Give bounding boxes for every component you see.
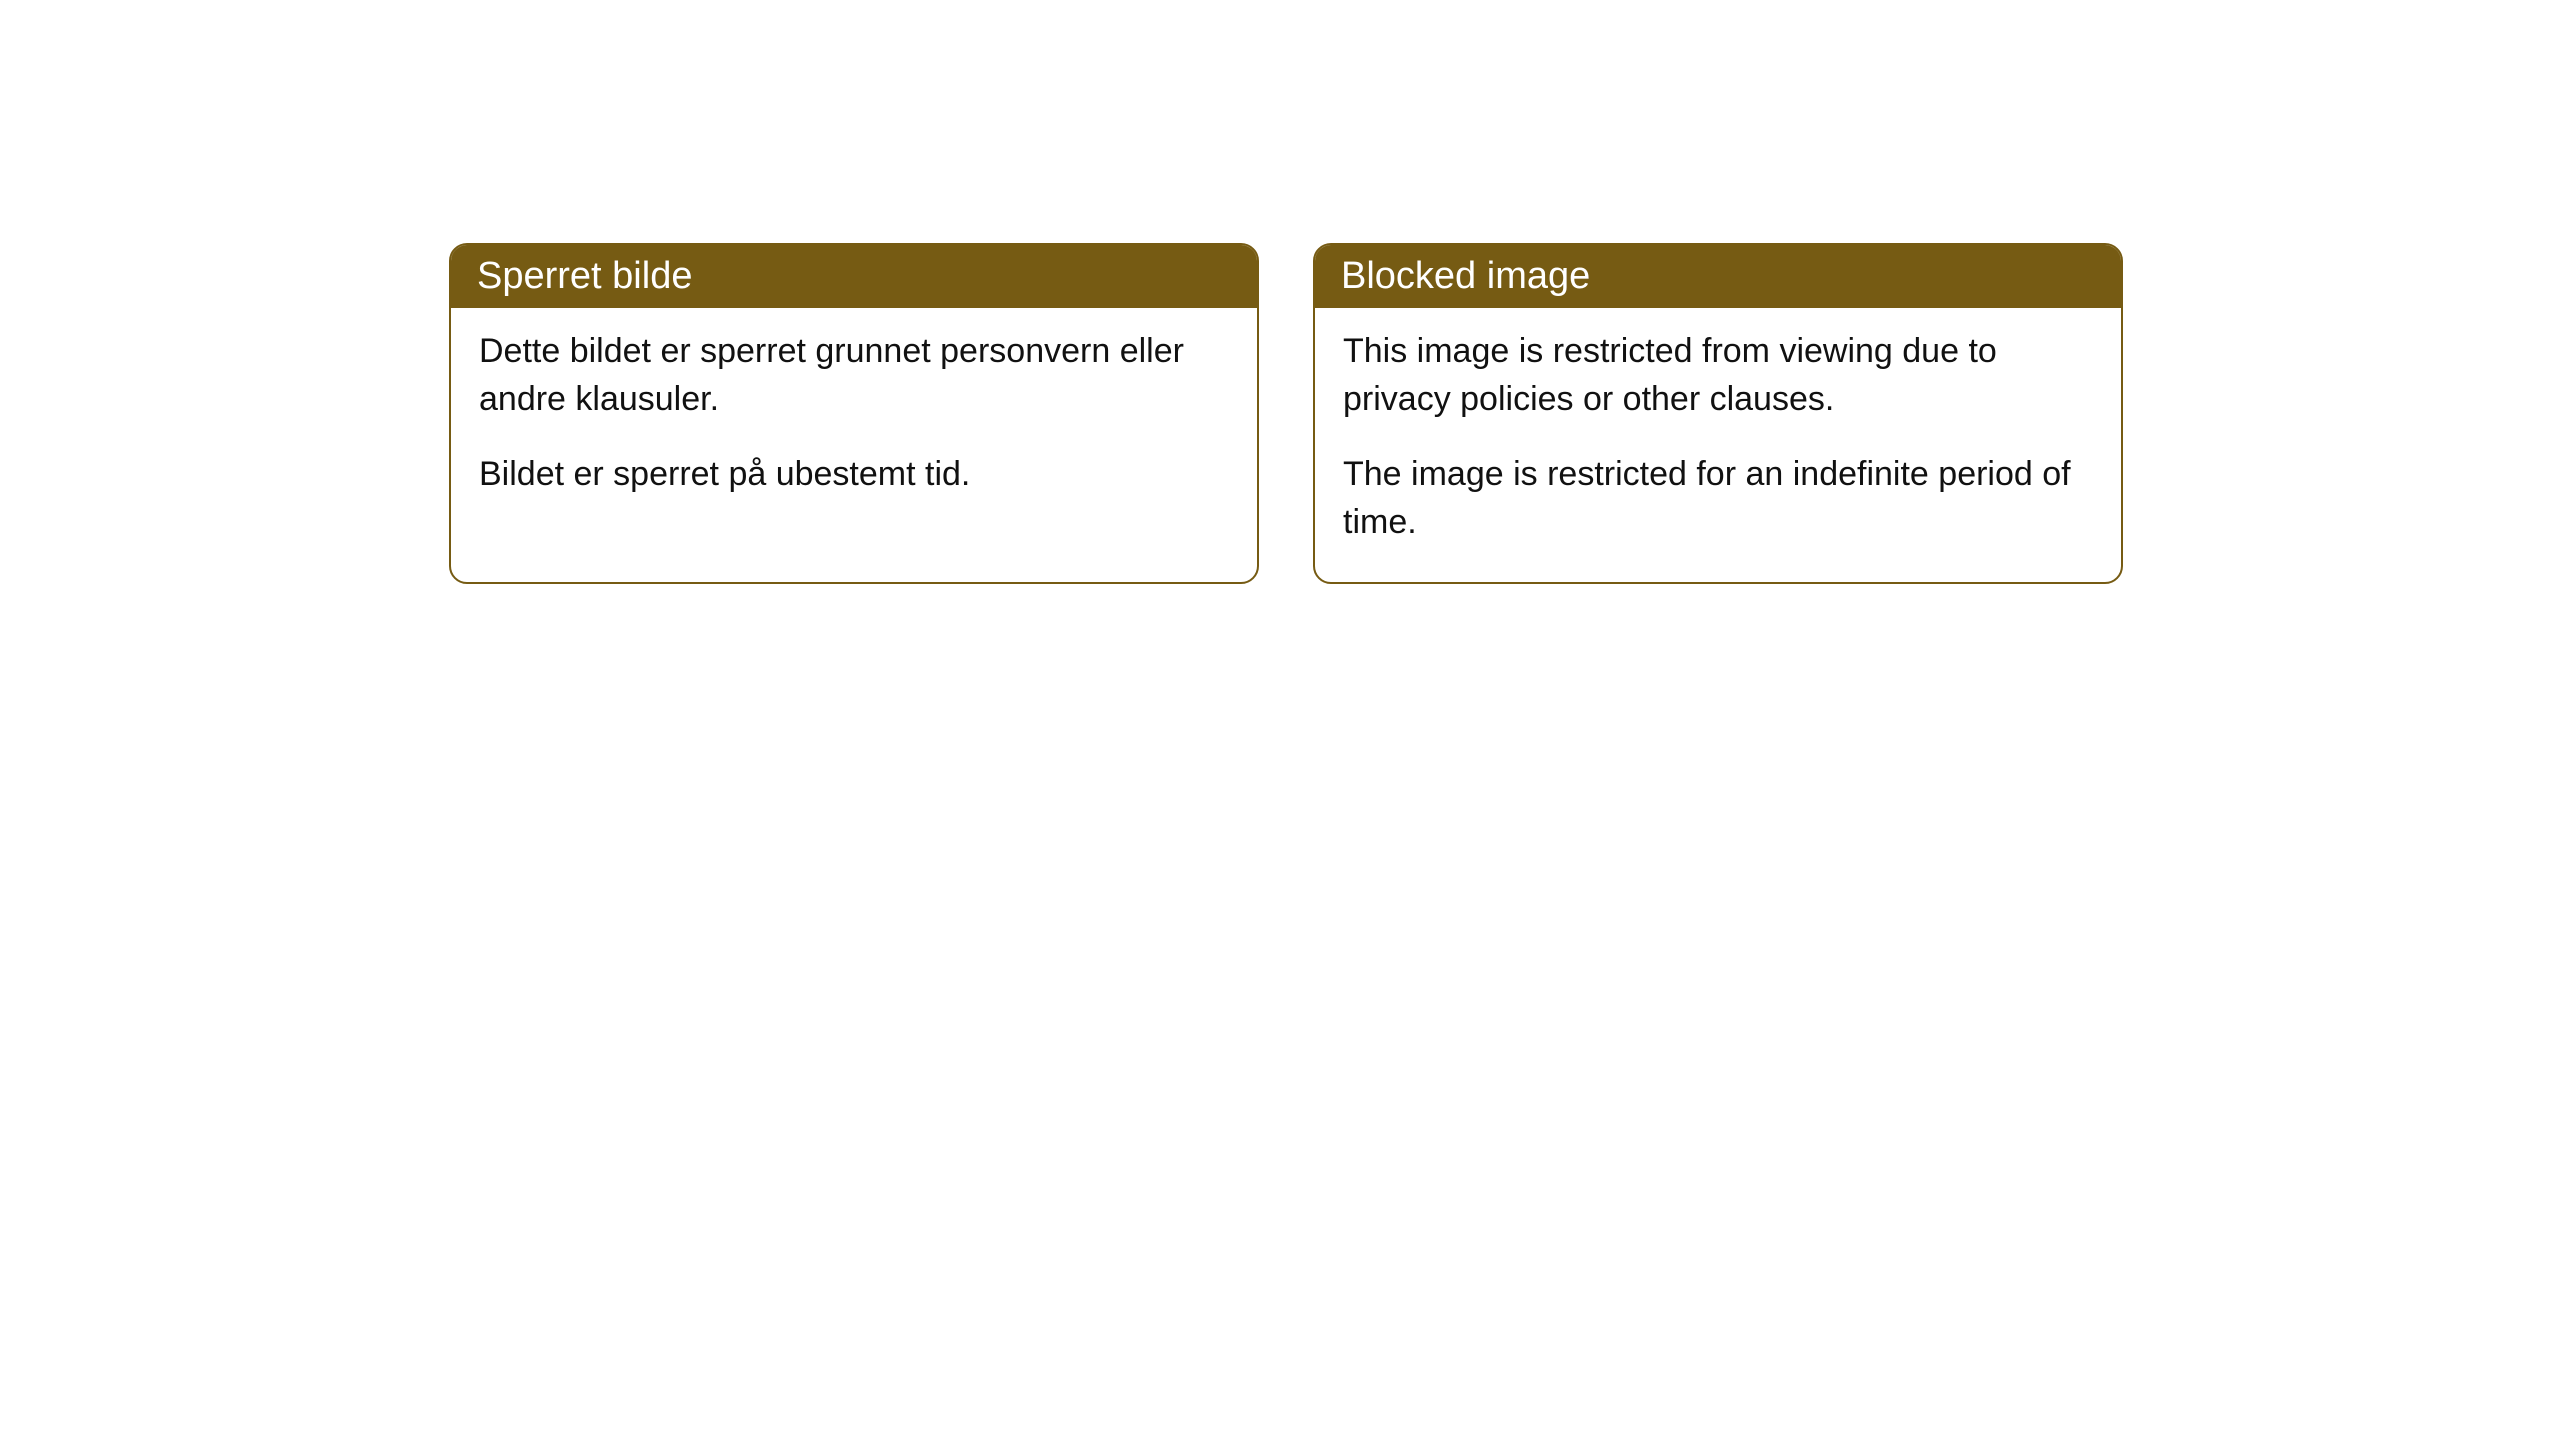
- notice-paragraph-2-english: The image is restricted for an indefinit…: [1343, 451, 2093, 546]
- notice-header-norwegian: Sperret bilde: [451, 245, 1257, 308]
- notice-body-english: This image is restricted from viewing du…: [1315, 308, 2121, 582]
- notice-title-english: Blocked image: [1341, 255, 1590, 297]
- notice-header-english: Blocked image: [1315, 245, 2121, 308]
- notice-paragraph-2-norwegian: Bildet er sperret på ubestemt tid.: [479, 451, 1229, 499]
- notice-title-norwegian: Sperret bilde: [477, 255, 692, 297]
- notice-paragraph-1-norwegian: Dette bildet er sperret grunnet personve…: [479, 328, 1229, 423]
- notice-container: Sperret bilde Dette bildet er sperret gr…: [449, 243, 2123, 584]
- notice-box-norwegian: Sperret bilde Dette bildet er sperret gr…: [449, 243, 1259, 584]
- notice-box-english: Blocked image This image is restricted f…: [1313, 243, 2123, 584]
- notice-body-norwegian: Dette bildet er sperret grunnet personve…: [451, 308, 1257, 535]
- notice-paragraph-1-english: This image is restricted from viewing du…: [1343, 328, 2093, 423]
